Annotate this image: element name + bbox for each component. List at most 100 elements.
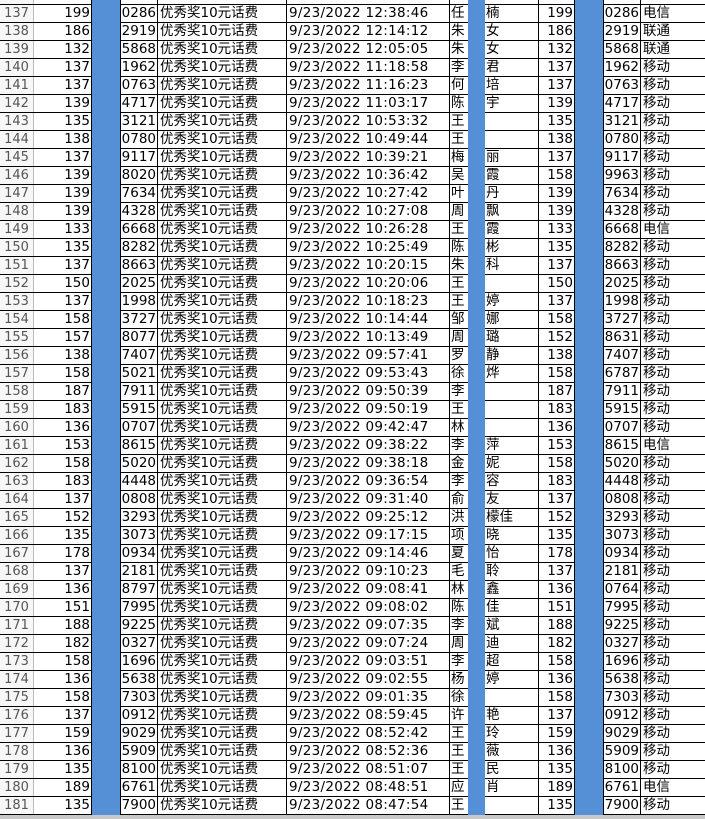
datetime-cell[interactable]: 9/23/2022 12:38:46 — [287, 5, 450, 22]
phone-prefix-cell-2[interactable]: 139 — [539, 203, 575, 220]
row-header[interactable]: 156 — [0, 347, 34, 364]
prize-cell[interactable]: 优秀奖10元话费 — [158, 275, 287, 292]
phone-prefix-cell-2[interactable]: 186 — [539, 23, 575, 40]
carrier-cell[interactable]: 移动 — [643, 743, 670, 759]
phone-suffix-cell-2[interactable]: 1696 — [603, 653, 641, 670]
phone-suffix-cell-2[interactable]: 8631 — [603, 329, 641, 346]
table-row[interactable]: 175 158 7303 优秀奖10元话费 9/23/2022 09:01:35 徐 158… — [0, 689, 705, 707]
table-row[interactable]: 151 137 8663 优秀奖10元话费 9/23/2022 10:20:15 朱科 13… — [0, 257, 705, 275]
carrier-cell[interactable]: 电信 — [643, 5, 670, 21]
table-row[interactable]: 176 137 0912 优秀奖10元话费 9/23/2022 08:59:45 许艳 13… — [0, 707, 705, 725]
phone-suffix-cell-2[interactable]: 9029 — [603, 725, 641, 742]
datetime-cell[interactable]: 9/23/2022 11:18:58 — [287, 59, 450, 76]
phone-prefix-cell-2[interactable]: 135 — [539, 113, 575, 130]
phone-suffix-cell-2[interactable]: 0286 — [603, 5, 641, 22]
phone-suffix-cell[interactable]: 7995 — [120, 599, 158, 616]
cell[interactable] — [158, 0, 287, 4]
phone-suffix-cell-2[interactable]: 0707 — [603, 419, 641, 436]
row-header[interactable]: 166 — [0, 527, 34, 544]
datetime-cell[interactable]: 9/23/2022 08:52:42 — [287, 725, 450, 742]
row-header[interactable]: 171 — [0, 617, 34, 634]
phone-suffix-cell[interactable]: 4328 — [120, 203, 158, 220]
phone-suffix-cell-2[interactable]: 2181 — [603, 563, 641, 580]
phone-suffix-cell-2[interactable]: 3073 — [603, 527, 641, 544]
surname-cell[interactable]: 项 — [451, 527, 465, 543]
table-row[interactable]: 145 137 9117 优秀奖10元话费 9/23/2022 10:39:21 梅丽 13… — [0, 149, 705, 167]
prize-cell[interactable]: 优秀奖10元话费 — [158, 257, 287, 274]
surname-cell[interactable]: 俞 — [451, 491, 465, 507]
phone-suffix-cell-2[interactable]: 7900 — [603, 797, 641, 814]
phone-prefix-cell[interactable]: 158 — [34, 311, 92, 328]
carrier-cell[interactable]: 移动 — [643, 725, 670, 741]
phone-prefix-cell[interactable]: 137 — [34, 59, 92, 76]
phone-prefix-cell[interactable]: 137 — [34, 149, 92, 166]
phone-suffix-cell-2[interactable]: 1962 — [603, 59, 641, 76]
phone-prefix-cell[interactable]: 189 — [34, 779, 92, 796]
prize-cell[interactable]: 优秀奖10元话费 — [158, 221, 287, 238]
phone-suffix-cell[interactable]: 6668 — [120, 221, 158, 238]
phone-suffix-cell[interactable]: 6761 — [120, 779, 158, 796]
phone-suffix-cell[interactable]: 5868 — [120, 41, 158, 58]
phone-prefix-cell[interactable]: 136 — [34, 671, 92, 688]
given-name-cell[interactable]: 烨 — [485, 365, 539, 382]
carrier-cell[interactable]: 移动 — [643, 797, 670, 813]
datetime-cell[interactable]: 9/23/2022 10:53:32 — [287, 113, 450, 130]
phone-prefix-cell-2[interactable]: 158 — [539, 455, 575, 472]
datetime-cell[interactable]: 9/23/2022 08:47:54 — [287, 797, 450, 814]
prize-cell[interactable]: 优秀奖10元话费 — [158, 581, 287, 598]
given-name-cell[interactable] — [485, 797, 539, 814]
phone-suffix-cell[interactable]: 0780 — [120, 131, 158, 148]
phone-prefix-cell-2[interactable]: 136 — [539, 671, 575, 688]
surname-cell[interactable]: 何 — [451, 77, 465, 93]
cell[interactable] — [34, 0, 92, 4]
given-name-cell[interactable]: 女 — [485, 23, 539, 40]
phone-suffix-cell-2[interactable]: 9963 — [603, 167, 641, 184]
carrier-cell[interactable]: 电信 — [643, 437, 670, 453]
row-header[interactable]: 161 — [0, 437, 34, 454]
given-name-cell[interactable] — [485, 419, 539, 436]
table-row[interactable]: 140 137 1962 优秀奖10元话费 9/23/2022 11:18:58 李君 13… — [0, 59, 705, 77]
carrier-cell[interactable]: 移动 — [643, 167, 670, 183]
table-row[interactable]: 160 136 0707 优秀奖10元话费 9/23/2022 09:42:47 林 136… — [0, 419, 705, 437]
table-row[interactable]: 163 183 4448 优秀奖10元话费 9/23/2022 09:36:54 李容 18… — [0, 473, 705, 491]
table-row[interactable]: 166 135 3073 优秀奖10元话费 9/23/2022 09:17:15 项晓 13… — [0, 527, 705, 545]
carrier-cell[interactable]: 移动 — [643, 77, 670, 93]
prize-cell[interactable]: 优秀奖10元话费 — [158, 671, 287, 688]
phone-suffix-cell-2[interactable]: 5868 — [603, 41, 641, 58]
given-name-cell[interactable]: 婷 — [485, 671, 539, 688]
phone-suffix-cell[interactable]: 2025 — [120, 275, 158, 292]
table-row[interactable]: 171 188 9225 优秀奖10元话费 9/23/2022 09:07:35 李斌 18… — [0, 617, 705, 635]
phone-suffix-cell-2[interactable]: 7634 — [603, 185, 641, 202]
phone-suffix-cell[interactable]: 0808 — [120, 491, 158, 508]
datetime-cell[interactable]: 9/23/2022 09:38:22 — [287, 437, 450, 454]
carrier-cell[interactable]: 移动 — [643, 509, 670, 525]
surname-cell[interactable]: 叶 — [451, 185, 465, 201]
given-name-cell[interactable]: 彬 — [485, 239, 539, 256]
surname-cell[interactable]: 王 — [451, 293, 465, 309]
phone-suffix-cell[interactable]: 0934 — [120, 545, 158, 562]
prize-cell[interactable]: 优秀奖10元话费 — [158, 113, 287, 130]
datetime-cell[interactable]: 9/23/2022 10:49:44 — [287, 131, 450, 148]
prize-cell[interactable]: 优秀奖10元话费 — [158, 653, 287, 670]
prize-cell[interactable]: 优秀奖10元话费 — [158, 77, 287, 94]
carrier-cell[interactable]: 联通 — [643, 23, 670, 39]
surname-cell[interactable]: 王 — [451, 797, 465, 813]
row-header[interactable]: 181 — [0, 797, 34, 814]
prize-cell[interactable]: 优秀奖10元话费 — [158, 779, 287, 796]
table-row[interactable]: 144 138 0780 优秀奖10元话费 9/23/2022 10:49:44 王 138… — [0, 131, 705, 149]
datetime-cell[interactable]: 9/23/2022 10:20:15 — [287, 257, 450, 274]
phone-prefix-cell[interactable]: 158 — [34, 653, 92, 670]
table-row[interactable]: 157 158 5021 优秀奖10元话费 9/23/2022 09:53:43 徐烨 15… — [0, 365, 705, 383]
table-row[interactable]: 170 151 7995 优秀奖10元话费 9/23/2022 09:08:02 陈佳 15… — [0, 599, 705, 617]
phone-prefix-cell[interactable]: 139 — [34, 185, 92, 202]
surname-cell[interactable]: 朱 — [451, 41, 465, 57]
phone-suffix-cell[interactable]: 7407 — [120, 347, 158, 364]
cell[interactable] — [120, 0, 158, 4]
row-header[interactable]: 150 — [0, 239, 34, 256]
surname-cell[interactable]: 李 — [451, 59, 465, 75]
carrier-cell[interactable]: 移动 — [643, 401, 670, 417]
row-header[interactable] — [0, 0, 34, 4]
surname-cell[interactable]: 陈 — [451, 239, 465, 255]
given-name-cell[interactable]: 宇 — [485, 95, 539, 112]
